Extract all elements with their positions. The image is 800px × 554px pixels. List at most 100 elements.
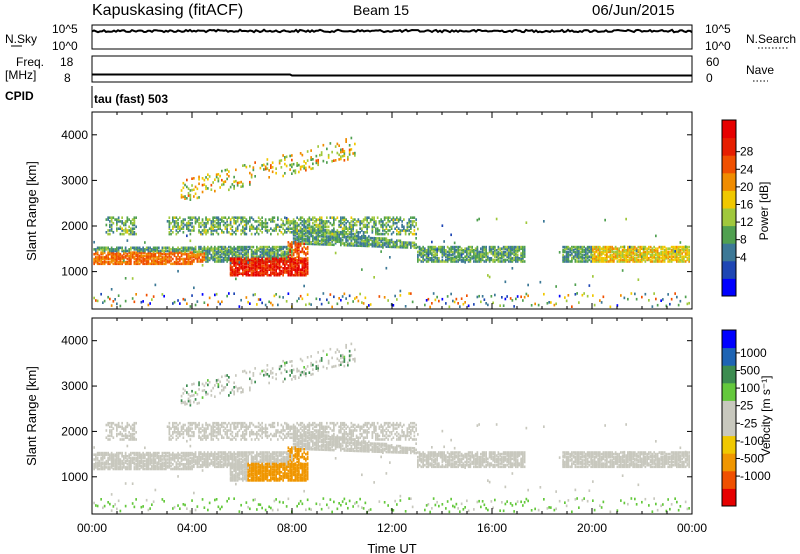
data-cell	[555, 285, 557, 288]
data-cell	[219, 258, 221, 262]
data-cell	[102, 301, 104, 304]
data-cell	[177, 227, 179, 230]
data-cell	[177, 432, 179, 436]
data-cell	[249, 264, 251, 267]
data-cell	[177, 231, 179, 234]
data-cell	[133, 463, 136, 466]
data-cell	[235, 261, 237, 265]
data-cell	[523, 247, 526, 250]
data-cell	[117, 432, 120, 436]
data-cell	[611, 260, 613, 263]
data-cell	[401, 244, 403, 247]
data-cell	[102, 467, 104, 471]
data-cell	[667, 252, 669, 255]
data-cell	[145, 498, 148, 502]
data-cell	[254, 273, 256, 277]
data-cell	[140, 466, 143, 469]
data-cell	[585, 255, 587, 258]
data-cell	[581, 255, 584, 258]
data-cell	[147, 508, 150, 512]
data-cell	[131, 251, 134, 254]
data-cell	[387, 239, 389, 242]
data-cell	[119, 252, 122, 256]
data-cell	[396, 241, 398, 244]
data-cell	[648, 250, 650, 254]
data-cell	[121, 229, 123, 232]
data-cell	[348, 242, 351, 245]
data-cell	[245, 221, 248, 225]
data-cell	[427, 297, 430, 301]
data-cell	[159, 467, 162, 471]
data-cell	[119, 259, 122, 262]
data-cell	[191, 499, 193, 502]
data-cell	[229, 221, 232, 225]
data-cell	[301, 250, 304, 254]
data-cell	[282, 269, 284, 273]
data-cell	[429, 305, 431, 309]
data-cell	[107, 248, 109, 251]
data-cell	[480, 253, 482, 257]
data-cell	[422, 258, 424, 262]
data-cell	[418, 252, 421, 255]
data-cell	[410, 243, 412, 246]
data-cell	[156, 246, 158, 250]
data-cell	[457, 252, 459, 255]
data-cell	[354, 223, 356, 227]
data-cell	[189, 251, 192, 254]
data-cell	[278, 245, 281, 249]
data-cell	[152, 500, 155, 503]
data-cell	[382, 243, 384, 247]
data-cell	[149, 251, 151, 254]
data-cell	[137, 260, 139, 264]
data-cell	[229, 245, 232, 249]
data-cell	[362, 244, 365, 248]
data-cell	[109, 431, 111, 434]
data-cell	[224, 249, 227, 252]
data-cell	[445, 255, 447, 258]
data-cell	[184, 248, 186, 251]
data-cell	[623, 260, 626, 263]
data-cell	[245, 255, 248, 258]
data-cell	[287, 218, 290, 221]
data-cell	[648, 247, 650, 250]
data-cell	[397, 239, 400, 242]
data-cell	[247, 252, 249, 255]
data-cell	[170, 256, 172, 259]
data-cell	[110, 425, 113, 429]
data-cell	[341, 154, 344, 158]
data-cell	[574, 293, 577, 296]
data-cell	[385, 239, 388, 242]
data-cell	[238, 245, 241, 249]
data-cell	[109, 249, 111, 253]
data-cell	[579, 255, 582, 258]
data-cell	[245, 250, 248, 254]
data-cell	[424, 249, 426, 252]
data-cell	[154, 256, 157, 259]
data-cell	[170, 259, 172, 262]
data-cell	[420, 253, 423, 257]
data-cell	[315, 229, 318, 232]
data-cell	[175, 259, 178, 262]
data-cell	[515, 250, 517, 254]
data-cell	[688, 245, 690, 249]
data-cell	[170, 232, 172, 236]
data-cell	[609, 258, 612, 262]
data-cell	[572, 255, 575, 258]
data-cell	[205, 223, 207, 227]
data-cell	[474, 247, 477, 250]
data-cell	[121, 216, 123, 219]
data-cell	[261, 264, 263, 267]
data-cell	[627, 258, 629, 262]
data-cell	[261, 227, 263, 230]
data-cell	[126, 231, 129, 234]
data-cell	[375, 245, 377, 248]
data-cell	[396, 232, 398, 236]
data-cell	[116, 507, 118, 511]
data-cell	[632, 247, 634, 250]
data-cell	[413, 243, 416, 246]
data-cell	[235, 252, 237, 255]
data-cell	[424, 258, 426, 262]
data-cell	[679, 250, 682, 254]
data-cell	[371, 240, 374, 243]
data-cell	[158, 455, 160, 458]
